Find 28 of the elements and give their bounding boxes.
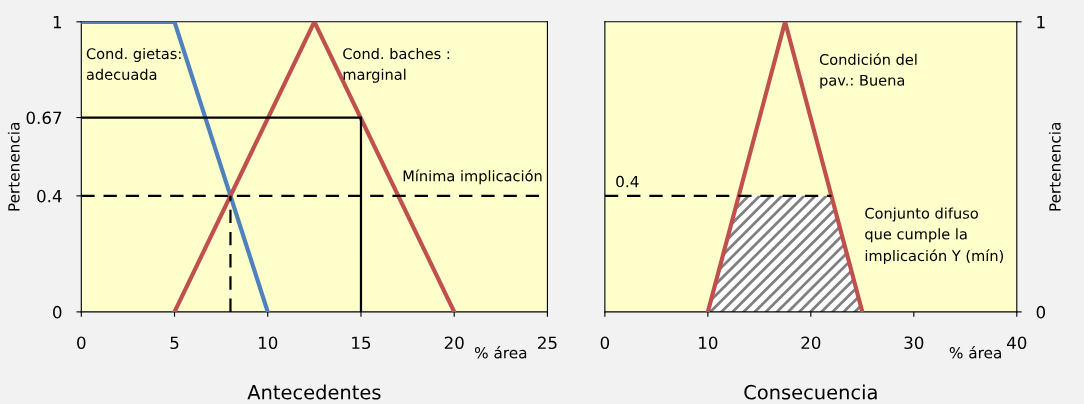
x-tick-label: 0 bbox=[600, 336, 610, 350]
annotation: Cond. baches : marginal bbox=[343, 47, 450, 83]
x-axis-title: % área bbox=[474, 346, 527, 359]
y-axis-title: Pertenencia bbox=[1048, 122, 1061, 211]
x-tick-label: 5 bbox=[170, 336, 179, 350]
x-tick-label: 20 bbox=[801, 336, 821, 350]
x-axis-title: % área bbox=[949, 346, 1001, 359]
y-tick-label: 0.67 bbox=[26, 111, 62, 125]
x-tick-label: 10 bbox=[258, 336, 278, 350]
x-tick-label: 0 bbox=[77, 336, 86, 350]
annotation: Condición del pav.: Buena bbox=[819, 53, 917, 89]
x-tick-label: 20 bbox=[444, 336, 464, 350]
text: Consecuencia bbox=[744, 384, 877, 400]
annotation: Cond. gietas: adecuada bbox=[86, 47, 181, 80]
x-tick-label: 40 bbox=[1007, 336, 1027, 350]
x-tick-label: 30 bbox=[904, 336, 924, 350]
annotation: Conjunto difuso que cumple la implicación Y (mín) bbox=[865, 207, 1003, 265]
x-tick-label: 10 bbox=[699, 336, 718, 350]
ref-line-label: Mínima implicación bbox=[403, 169, 542, 185]
y-tick-label: 1 bbox=[1037, 16, 1045, 29]
y-tick-label: 0 bbox=[53, 305, 62, 319]
text: Antecedentes bbox=[247, 384, 381, 400]
x-tick-label: 15 bbox=[352, 336, 371, 350]
annotation: 0.4 bbox=[616, 175, 639, 188]
x-tick-label: 25 bbox=[538, 336, 557, 350]
y-tick-label: 1 bbox=[53, 16, 62, 29]
y-axis-title: Pertenencia bbox=[7, 122, 20, 211]
y-tick-label: 0.4 bbox=[37, 189, 62, 203]
